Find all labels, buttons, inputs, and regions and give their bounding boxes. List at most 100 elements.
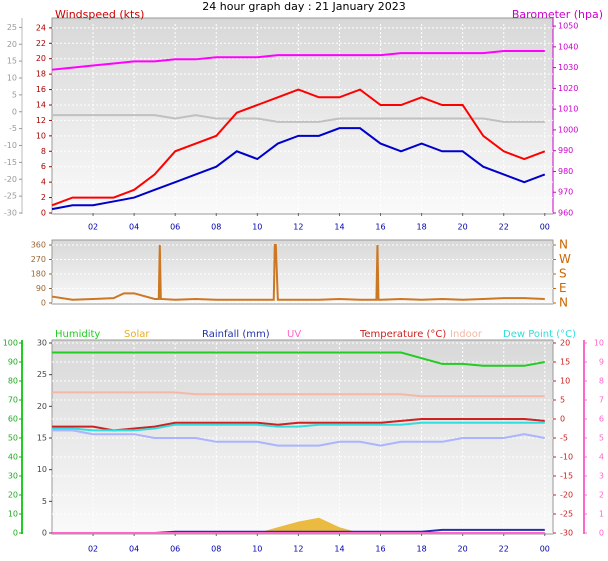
y-tick-label: 90 bbox=[8, 358, 18, 367]
x-tick-label: 02 bbox=[88, 223, 98, 232]
x-tick-label: 08 bbox=[211, 223, 221, 232]
legend-label: Humidity bbox=[55, 329, 100, 340]
y-tick-label: 24 bbox=[36, 23, 46, 32]
x-tick-label: 16 bbox=[375, 223, 385, 232]
y3-tick-label: 15 bbox=[37, 434, 47, 443]
y3-tick-label: -25 bbox=[4, 192, 17, 201]
x-tick-label: 06 bbox=[170, 223, 180, 232]
x-tick-label: 06 bbox=[170, 545, 180, 554]
x-tick-label: 22 bbox=[499, 223, 509, 232]
y3-tick-label: 20 bbox=[7, 40, 17, 49]
x-tick-label: 14 bbox=[334, 223, 344, 232]
y4-tick-label: 10 bbox=[594, 339, 604, 348]
y2-tick-label: N bbox=[559, 296, 568, 310]
x-tick-label: 02 bbox=[88, 545, 98, 554]
x-tick-label: 00 bbox=[540, 545, 550, 554]
y-tick-label: 70 bbox=[8, 396, 18, 405]
series-line bbox=[52, 391, 545, 398]
x-tick-label: 12 bbox=[293, 223, 303, 232]
y4-tick-label: 4 bbox=[599, 453, 604, 462]
y2-tick-label: 15 bbox=[560, 358, 570, 367]
legend-label: Temperature (°C) bbox=[359, 329, 446, 340]
y-tick-label: 180 bbox=[31, 270, 46, 279]
series-area bbox=[52, 517, 545, 533]
legend-label: Dew Point (°C) bbox=[503, 329, 576, 340]
y2-tick-label: -15 bbox=[560, 472, 573, 481]
y-tick-label: 2 bbox=[41, 193, 46, 202]
y2-tick-label: -10 bbox=[560, 453, 573, 462]
y3-tick-label: 0 bbox=[12, 107, 17, 116]
series-line bbox=[51, 50, 545, 71]
y4-tick-label: 1 bbox=[599, 510, 604, 519]
y2-tick-label: 5 bbox=[560, 396, 565, 405]
x-tick-label: 14 bbox=[334, 545, 344, 554]
y4-tick-label: 8 bbox=[599, 377, 604, 386]
y-tick-label: 10 bbox=[36, 131, 46, 140]
y2-tick-label: -20 bbox=[560, 491, 573, 500]
y2-tick-label: -30 bbox=[560, 529, 573, 538]
series-line bbox=[51, 127, 546, 211]
series-line bbox=[52, 114, 545, 123]
y3-tick-label: 30 bbox=[37, 339, 47, 348]
x-tick-label: 08 bbox=[211, 545, 221, 554]
y3-tick-label: -15 bbox=[4, 158, 17, 167]
x-tick-label: 04 bbox=[129, 545, 139, 554]
y-axis-title: Windspeed (kts) bbox=[55, 8, 144, 21]
y-tick-label: 12 bbox=[36, 116, 46, 125]
y-tick-label: 8 bbox=[41, 147, 46, 156]
y-tick-label: 40 bbox=[8, 453, 18, 462]
y2-tick-label: 1010 bbox=[558, 105, 578, 114]
y-tick-label: 90 bbox=[36, 284, 46, 293]
y3-tick-label: 5 bbox=[12, 90, 17, 99]
series-line bbox=[52, 351, 545, 367]
y4-tick-label: 3 bbox=[599, 472, 604, 481]
plot-area bbox=[51, 239, 554, 305]
y4-tick-label: 0 bbox=[599, 529, 604, 538]
y-tick-label: 100 bbox=[3, 339, 18, 348]
y3-tick-label: 5 bbox=[42, 497, 47, 506]
y-tick-label: 14 bbox=[36, 101, 46, 110]
y2-tick-label: 1000 bbox=[558, 125, 578, 134]
y3-tick-label: 0 bbox=[42, 529, 47, 538]
y3-tick-label: 15 bbox=[7, 57, 17, 66]
y-tick-label: 16 bbox=[36, 85, 46, 94]
y2-axis-title: Barometer (hpa) bbox=[512, 8, 603, 21]
x-tick-label: 16 bbox=[375, 545, 385, 554]
y2-tick-label: 10 bbox=[560, 377, 570, 386]
y2-tick-label: 1030 bbox=[558, 63, 578, 72]
y2-tick-label: 980 bbox=[558, 167, 573, 176]
x-tick-label: 18 bbox=[416, 223, 426, 232]
y2-tick-label: 1050 bbox=[558, 22, 578, 31]
y3-tick-label: -10 bbox=[4, 141, 17, 150]
y2-tick-label: W bbox=[559, 252, 571, 266]
x-tick-label: 20 bbox=[458, 223, 468, 232]
y4-tick-label: 9 bbox=[599, 358, 604, 367]
y2-tick-label: 960 bbox=[558, 209, 573, 218]
y-tick-label: 10 bbox=[8, 510, 18, 519]
y-tick-label: 360 bbox=[31, 241, 46, 250]
series-line bbox=[52, 421, 545, 432]
y3-tick-label: 25 bbox=[7, 23, 17, 32]
y2-tick-label: N bbox=[559, 238, 568, 252]
y3-tick-label: 10 bbox=[37, 465, 47, 474]
y-tick-label: 50 bbox=[8, 434, 18, 443]
y-tick-label: 22 bbox=[36, 39, 46, 48]
y2-tick-label: 0 bbox=[560, 415, 565, 424]
y-tick-label: 6 bbox=[41, 162, 46, 171]
y-tick-label: 20 bbox=[8, 491, 18, 500]
y4-tick-label: 2 bbox=[599, 491, 604, 500]
y2-tick-label: E bbox=[559, 281, 567, 295]
y-tick-label: 20 bbox=[36, 54, 46, 63]
legend-label: Rainfall (mm) bbox=[202, 329, 270, 340]
legend-label: Indoor bbox=[450, 329, 483, 340]
legend-label: Solar bbox=[124, 329, 150, 340]
x-tick-label: 00 bbox=[540, 223, 550, 232]
y-tick-label: 270 bbox=[31, 255, 46, 264]
y2-tick-label: S bbox=[559, 267, 567, 281]
y-tick-label: 30 bbox=[8, 472, 18, 481]
y-tick-label: 0 bbox=[41, 299, 46, 308]
y3-tick-label: 10 bbox=[7, 74, 17, 83]
y2-tick-label: 970 bbox=[558, 188, 573, 197]
x-tick-label: 20 bbox=[458, 545, 468, 554]
